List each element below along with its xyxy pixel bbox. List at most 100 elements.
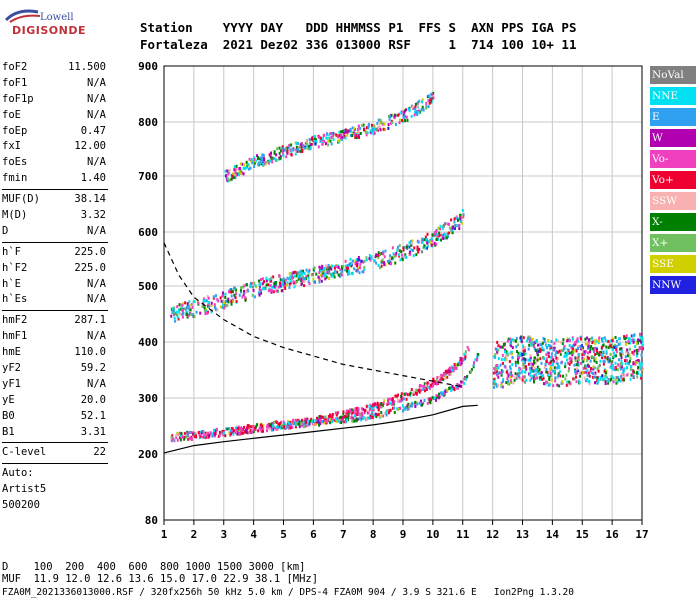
- echo-point: [354, 407, 357, 411]
- echo-point: [252, 425, 255, 429]
- echo-point: [464, 352, 467, 356]
- echo-point: [610, 361, 613, 365]
- echo-point: [611, 367, 614, 371]
- echo-point: [344, 414, 347, 418]
- echo-point: [288, 152, 291, 156]
- echo-point: [408, 392, 411, 396]
- param-name: C-level: [2, 446, 47, 459]
- echo-point: [238, 431, 241, 435]
- echo-point: [293, 285, 296, 289]
- echo-point: [502, 377, 505, 381]
- echo-point: [170, 314, 173, 318]
- echo-point: [610, 375, 613, 379]
- echo-point: [584, 342, 587, 346]
- header-labels: Station YYYY DAY DDD HHMMSS P1 FFS S AXN…: [140, 20, 577, 35]
- echo-point: [357, 255, 360, 259]
- echo-point: [230, 294, 233, 298]
- echo-point: [592, 365, 595, 369]
- echo-point: [418, 388, 421, 392]
- echo-point: [532, 345, 535, 349]
- echo-point: [347, 413, 350, 417]
- x-tick-label: 2: [191, 528, 198, 541]
- echo-point: [324, 272, 327, 276]
- echo-point: [546, 373, 549, 377]
- echo-point: [394, 394, 397, 398]
- echo-point: [452, 367, 455, 371]
- param-row: foEp 0.47: [2, 124, 108, 140]
- echo-point: [260, 162, 263, 166]
- echo-point: [353, 132, 356, 136]
- echo-point: [621, 378, 624, 382]
- echo-point: [283, 148, 286, 152]
- echo-point: [565, 373, 568, 377]
- echo-point: [374, 127, 377, 131]
- echo-point: [300, 282, 303, 286]
- echo-point: [607, 360, 610, 364]
- echo-point: [632, 362, 635, 366]
- echo-point: [497, 371, 500, 375]
- echo-point: [290, 153, 293, 157]
- echo-point: [535, 368, 538, 372]
- echo-point: [547, 344, 550, 348]
- echo-point: [248, 425, 251, 429]
- echo-point: [249, 166, 252, 170]
- echo-point: [542, 348, 545, 352]
- param-value: 12.00: [74, 140, 106, 153]
- echo-point: [601, 339, 604, 343]
- echo-point: [177, 308, 180, 312]
- echo-point: [409, 240, 412, 244]
- echo-point: [377, 128, 380, 132]
- echo-point: [589, 347, 592, 351]
- echo-point: [348, 263, 351, 267]
- echo-point: [342, 264, 345, 268]
- echo-point: [639, 333, 642, 337]
- echo-point: [273, 425, 276, 429]
- echo-point: [417, 389, 420, 393]
- echo-point: [563, 354, 566, 358]
- echo-point: [580, 346, 583, 350]
- echo-point: [508, 360, 511, 364]
- echo-point: [346, 133, 349, 137]
- echo-point: [268, 287, 271, 291]
- echo-point: [528, 343, 531, 347]
- param-row: C-level 22: [2, 445, 108, 461]
- echo-point: [383, 399, 386, 403]
- echo-point: [493, 385, 496, 389]
- echo-point: [414, 102, 417, 106]
- echo-point: [421, 105, 424, 109]
- y-tick-label: 80: [145, 514, 158, 527]
- echo-point: [441, 234, 444, 238]
- echo-point: [605, 351, 608, 355]
- echo-point: [241, 171, 244, 175]
- echo-point: [330, 274, 333, 278]
- echo-point: [270, 156, 273, 160]
- echo-point: [303, 146, 306, 150]
- echo-point: [538, 377, 541, 381]
- param-value: 3.31: [80, 425, 106, 438]
- echo-point: [239, 290, 242, 294]
- echo-point: [307, 270, 310, 274]
- echo-point: [343, 129, 346, 133]
- echo-point: [423, 238, 426, 242]
- echo-point: [472, 361, 475, 365]
- echo-point: [406, 118, 409, 122]
- echo-point: [426, 381, 429, 385]
- echo-point: [522, 366, 525, 370]
- echo-point: [380, 411, 383, 415]
- echo-point: [423, 398, 426, 402]
- echo-point: [509, 343, 512, 347]
- echo-point: [205, 311, 208, 315]
- echo-point: [414, 400, 417, 404]
- echo-point: [330, 267, 333, 271]
- echo-point: [618, 342, 621, 346]
- echo-point: [593, 381, 596, 385]
- echo-point: [631, 372, 634, 376]
- echo-point: [273, 282, 276, 286]
- echo-point: [431, 233, 434, 237]
- echo-point: [574, 359, 577, 363]
- echo-point: [560, 340, 563, 344]
- echo-point: [435, 395, 438, 399]
- echo-point: [525, 378, 528, 382]
- echo-point: [400, 250, 403, 254]
- echo-point: [326, 266, 329, 270]
